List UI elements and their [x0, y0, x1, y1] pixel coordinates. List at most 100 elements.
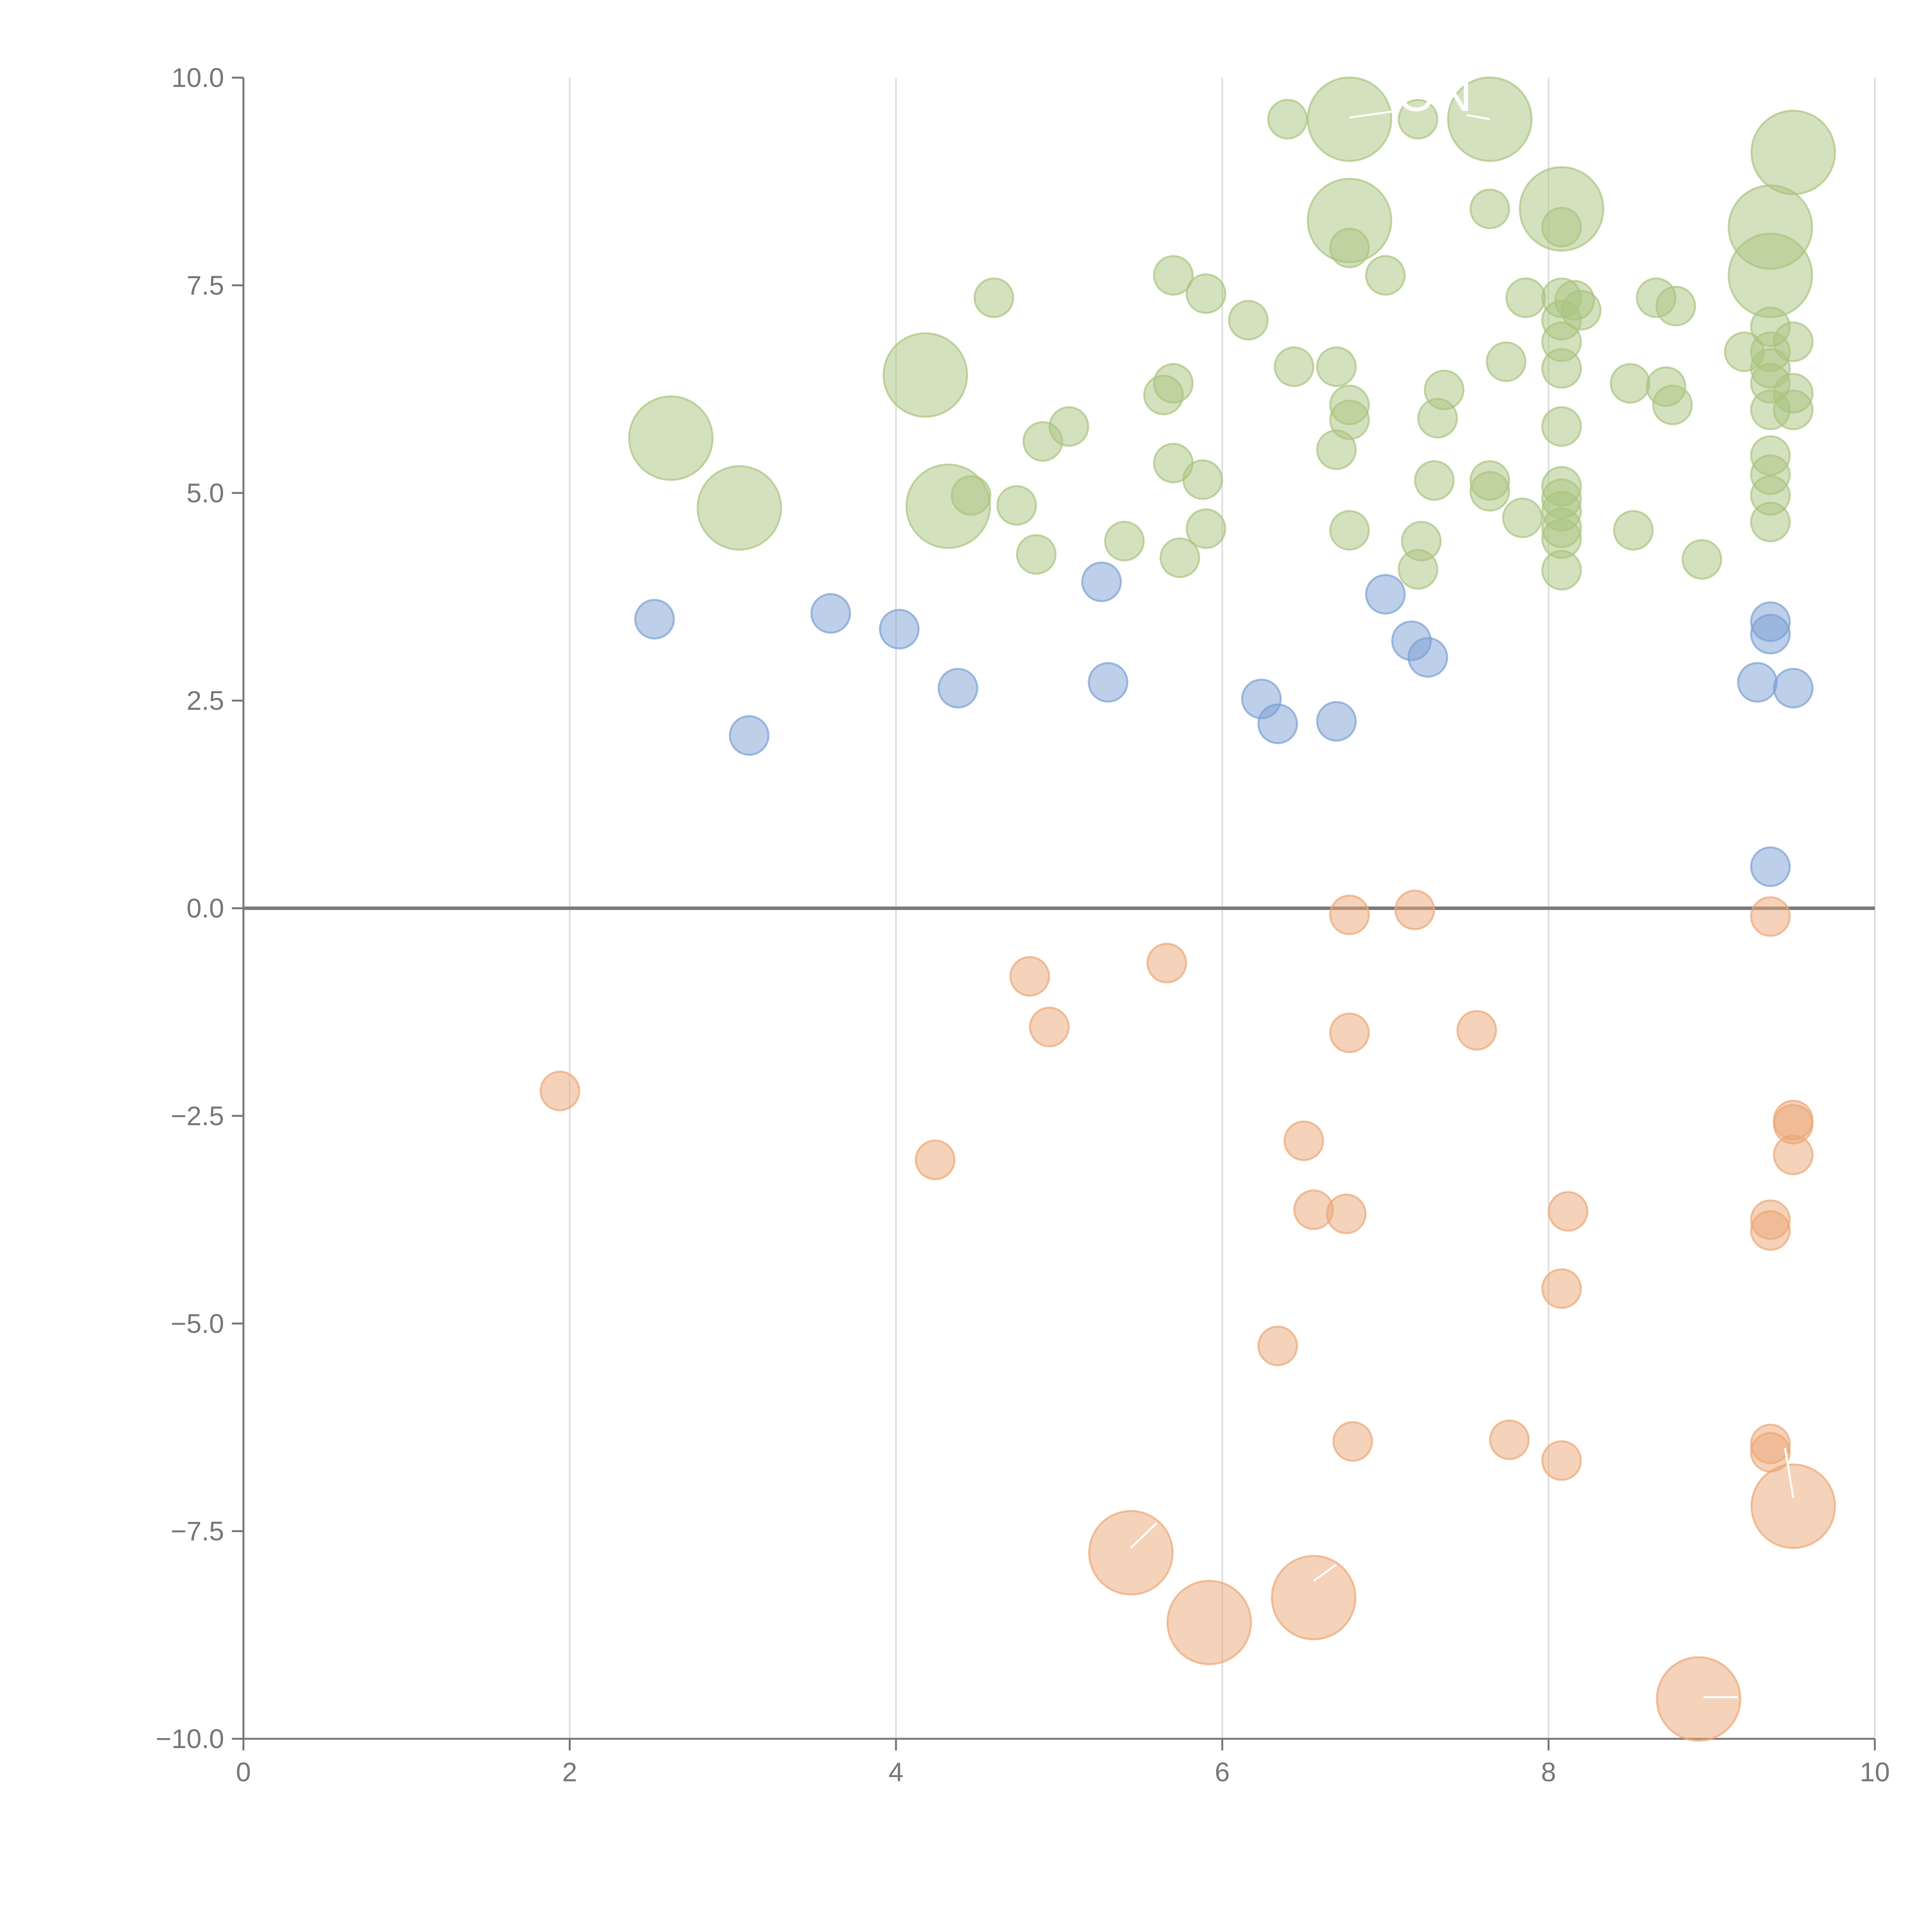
bubble-point — [1541, 348, 1582, 389]
bubble-point — [905, 463, 991, 549]
annotation-leader — [1784, 1448, 1794, 1498]
bubble-point — [1505, 277, 1546, 318]
bubble-point — [1029, 1007, 1070, 1048]
bubble-point — [1417, 398, 1458, 439]
bubble-point — [1681, 539, 1722, 580]
annotation-leader — [1130, 1522, 1158, 1549]
bubble-point — [1365, 574, 1406, 615]
bubble-point — [996, 485, 1037, 526]
x-tick-label: 0 — [236, 1757, 251, 1787]
bubble-point — [1153, 255, 1194, 296]
bubble-point — [1541, 207, 1582, 248]
bubble-point — [1267, 99, 1308, 139]
y-tick-label: 0.0 — [187, 893, 224, 923]
bubble-point — [1610, 363, 1651, 404]
y-tick-label: −10.0 — [156, 1724, 224, 1754]
x-tick-label: 4 — [888, 1757, 903, 1787]
bubble-point — [1456, 1010, 1497, 1051]
bubble-point — [1398, 549, 1439, 590]
bubble-point — [1541, 1440, 1582, 1481]
bubble-point — [1329, 228, 1370, 269]
bubble-point — [1104, 520, 1145, 561]
bubble-point — [1326, 1194, 1367, 1235]
bubble-point — [1166, 1580, 1252, 1665]
bubble-point — [1185, 273, 1226, 314]
annotation-leader — [1349, 110, 1397, 119]
bubble-point — [1316, 346, 1357, 387]
bubble-point — [1329, 1012, 1370, 1053]
bubble-point — [1656, 1656, 1742, 1742]
bubble-point — [1088, 1510, 1174, 1596]
bubble-point — [634, 599, 675, 639]
bubble-point — [1489, 1419, 1530, 1460]
bubble-point — [1143, 374, 1184, 415]
bubble-point — [1750, 896, 1791, 937]
bubble-point — [1541, 406, 1582, 447]
bubble-point — [1257, 703, 1298, 744]
y-tick-label: 5.0 — [187, 478, 224, 508]
bubble-point — [1257, 1325, 1298, 1366]
bubble-point — [1365, 255, 1406, 296]
bubble-point — [1414, 460, 1455, 501]
x-tick-label: 2 — [562, 1757, 577, 1787]
bubble-point — [1022, 421, 1063, 462]
bubble-point — [1773, 389, 1814, 430]
bubble-point — [810, 593, 851, 634]
bubble-point — [1394, 889, 1435, 930]
annotation-leader — [1467, 114, 1490, 120]
axis-layer: 0 2 4 6 8 10 10.0 7.5 5.0 2.5 0.0 −2.5 −5.0 −7.5 −10.0 — [156, 63, 1890, 1787]
bubble-point — [1469, 189, 1510, 230]
bubble-point — [1316, 701, 1357, 742]
bubble-point — [1228, 300, 1269, 341]
bubble-point — [1652, 384, 1693, 425]
bubble-point — [696, 465, 782, 551]
bubble-layer — [539, 76, 1836, 1742]
bubble-point — [1541, 1268, 1582, 1309]
y-tick-label: 2.5 — [187, 685, 224, 716]
bubble-point — [1548, 1191, 1588, 1232]
bubble-point — [1728, 233, 1813, 318]
bubble-point — [628, 395, 714, 481]
bubble-point — [1316, 429, 1357, 470]
bubble-point — [1332, 1421, 1373, 1462]
bubble-point — [1613, 510, 1654, 551]
bubble-point — [1271, 1555, 1357, 1641]
bubble-point — [1773, 1134, 1814, 1175]
bubble-point — [1502, 497, 1543, 538]
bubble-point — [1329, 510, 1370, 551]
annotation-leader — [1313, 1563, 1337, 1582]
bubble-point — [1407, 637, 1448, 678]
bubble-point — [1750, 1463, 1836, 1549]
bubble-point — [1750, 1210, 1791, 1251]
annotation-layer: ON M — [1130, 65, 1794, 1718]
y-tick-label: 7.5 — [187, 270, 224, 300]
bubble-point — [1750, 846, 1791, 887]
bubble-point — [729, 715, 770, 756]
bubble-point — [1307, 76, 1393, 162]
x-tick-label: 8 — [1541, 1757, 1556, 1787]
x-tick-label: 6 — [1215, 1757, 1230, 1787]
annotation-label: ON — [1397, 65, 1472, 122]
bubble-point — [1773, 668, 1814, 709]
bubble-point — [1541, 550, 1582, 591]
bubble-point — [1469, 471, 1510, 512]
bubble-point — [1088, 662, 1129, 703]
y-tick-label: −7.5 — [171, 1516, 224, 1546]
bubble-point — [973, 277, 1014, 318]
bubble-point — [539, 1070, 580, 1111]
x-tick-label: 10 — [1860, 1757, 1890, 1787]
bubble-point — [1016, 534, 1057, 575]
bubble-point — [1329, 895, 1370, 935]
annotation-label: M — [1738, 1662, 1779, 1718]
bubble-point — [937, 668, 978, 709]
bubble-point — [1274, 346, 1315, 387]
bubble-point — [879, 609, 920, 650]
y-tick-label: −2.5 — [171, 1101, 224, 1131]
bubble-point — [1159, 537, 1200, 578]
y-tick-label: 10.0 — [172, 63, 224, 93]
bubble-point — [883, 332, 968, 418]
bubble-point — [1283, 1120, 1324, 1161]
bubble-point — [1182, 459, 1223, 500]
